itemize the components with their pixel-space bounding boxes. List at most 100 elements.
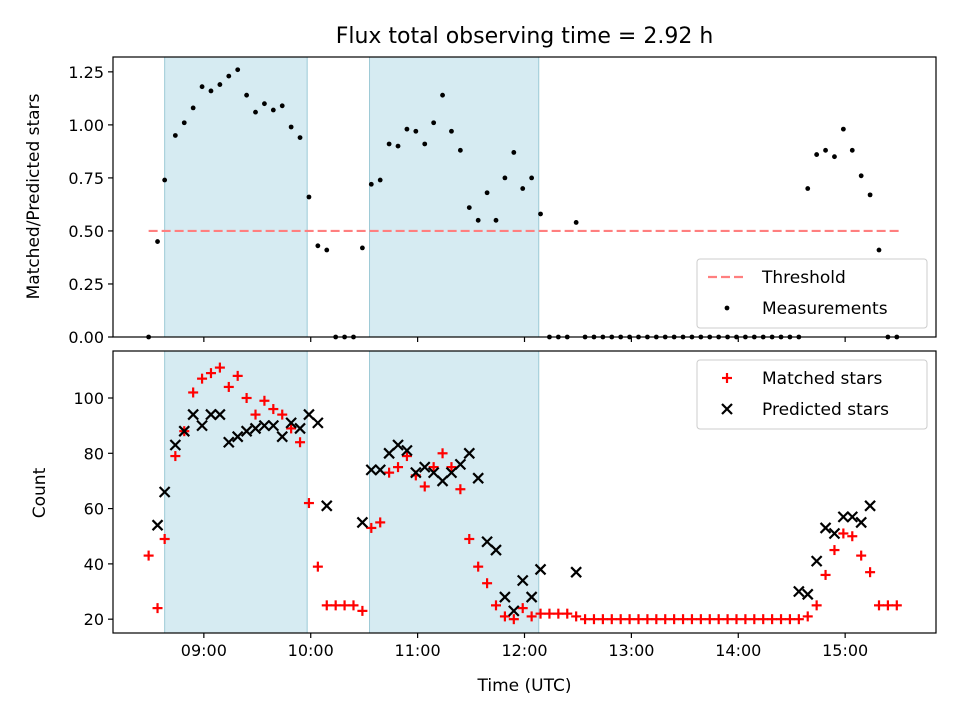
bottom-series-1-point-b: [365, 464, 378, 476]
bottom-series-0-point: [669, 614, 680, 625]
bottom-series-0-point: [829, 545, 840, 556]
bottom-series-0-point: [651, 614, 662, 625]
bottom-series-0-point: [891, 600, 902, 611]
x-tick-label: 11:00: [395, 641, 441, 660]
bottom-series-0-point: [847, 531, 858, 542]
bottom-series-0-point: [223, 381, 234, 392]
bottom-series-1-point-b: [231, 430, 244, 443]
bottom-series-1-point-b: [490, 544, 502, 556]
bottom-series-0-point: [838, 528, 849, 539]
top-series-0-point: [172, 133, 178, 138]
bottom-series-1-point-b: [249, 422, 262, 435]
bottom-series-1-point: [374, 464, 386, 476]
top-series-0-point: [814, 152, 820, 157]
bottom-series-1-point: [499, 591, 511, 603]
bottom-series-1-point-b: [846, 511, 859, 523]
bottom-series-0-point: [384, 467, 395, 478]
bottom-series-0-point: [393, 462, 404, 473]
top-y-tick-label: 0.75: [68, 169, 104, 188]
bottom-legend-label: Matched stars: [762, 369, 882, 389]
top-series-0-point: [270, 107, 276, 113]
bottom-series-0-point: [633, 614, 644, 625]
bottom-series-1-point-b: [196, 419, 208, 432]
bottom-series-0-point: [526, 611, 537, 622]
x-tick-label: 10:00: [288, 641, 334, 660]
bottom-y-tick-label: 100: [73, 389, 104, 408]
top-series-0-point: [449, 128, 454, 134]
top-chart-title: Flux total observing time = 2.92 h: [336, 24, 714, 49]
bottom-series-1-point-b: [855, 516, 867, 529]
bottom-series-1-point: [828, 527, 841, 540]
bottom-series-0-point: [197, 373, 208, 384]
bottom-series-0-point: [749, 614, 760, 625]
bottom-series-1-point: [534, 563, 547, 576]
top-series-0-point: [262, 101, 267, 107]
top-y-axis-label: Matched/Predicted stars: [24, 93, 44, 299]
bottom-series-0-point: [758, 614, 769, 625]
bottom-series-1-point-b: [418, 461, 431, 473]
bottom-series-0-point: [375, 517, 386, 528]
bottom-series-1-point-b: [481, 535, 493, 548]
top-series-0-point: [475, 217, 481, 223]
bottom-series-1-point-b: [383, 447, 395, 460]
top-series-0-point: [858, 173, 864, 179]
bottom-series-0-point: [321, 600, 332, 611]
bottom-series-1-point: [516, 574, 529, 587]
bottom-series-0-point: [678, 614, 689, 625]
top-series-0-point: [226, 73, 232, 79]
top-y-tick-label: 1.25: [68, 63, 104, 82]
top-series-0-point: [422, 141, 428, 147]
bottom-legend-box: [696, 359, 928, 430]
bottom-series-1-point-b: [258, 419, 271, 432]
top-series-0-point: [538, 211, 543, 217]
bottom-series-1-point-b: [525, 591, 538, 603]
bottom-series-1-point: [427, 466, 440, 479]
bottom-series-1-point-b: [158, 486, 171, 498]
bottom-series-1-point: [401, 444, 413, 457]
bottom-series-1-point: [240, 425, 253, 437]
bottom-series-1-point-b: [178, 425, 191, 437]
bottom-series-1-point: [365, 464, 378, 476]
bottom-series-0-point: [767, 614, 778, 625]
bottom-series-1-point-b: [267, 419, 280, 432]
top-legend-label: Measurements: [762, 299, 888, 319]
top-series-0-point: [181, 120, 187, 126]
bottom-series-1-point: [846, 511, 859, 523]
bottom-series-1-point-b: [463, 447, 476, 460]
bottom-series-0-point: [660, 614, 671, 625]
top-series-0-point: [849, 147, 855, 153]
top-panel: 0.00 0.25 0.50 0.75 1.00 1.25 Threshold Measure…: [68, 56, 937, 347]
top-series-0-point: [359, 245, 365, 251]
top-series-0-point: [404, 126, 410, 132]
bottom-series-0-point: [330, 600, 341, 611]
bottom-series-0-point: [811, 600, 822, 611]
bottom-series-0-point: [873, 600, 884, 611]
top-series-0-point: [805, 186, 811, 191]
top-series-0-point: [288, 124, 294, 130]
bottom-series-1-point-b: [294, 422, 306, 435]
bottom-series-1-point: [258, 419, 271, 432]
bottom-series-1-point-b: [187, 408, 199, 421]
bottom-series-1-point: [187, 408, 199, 421]
top-series-0-point: [431, 120, 437, 126]
bottom-y-axis-label: Count: [30, 467, 50, 518]
bottom-series-0-point: [499, 611, 510, 622]
top-series-0-point: [520, 186, 526, 191]
bottom-series-1-point: [178, 425, 191, 437]
bottom-series-1-point: [801, 588, 814, 601]
top-legend: Threshold Measurements: [696, 258, 928, 329]
bottom-series-0-point: [159, 534, 170, 544]
bottom-series-1-point-b: [392, 439, 404, 451]
bottom-series-1-point-b: [205, 408, 217, 421]
top-series-0-point: [386, 141, 392, 147]
bottom-series-0-point: [553, 608, 564, 619]
bottom-series-0-point: [571, 611, 582, 622]
bottom-series-0-point: [802, 611, 813, 622]
bottom-series-1-point-b: [223, 436, 235, 449]
bottom-series-1-point-b: [472, 472, 484, 484]
top-series-0-point: [208, 88, 214, 94]
bottom-series-1-point: [570, 566, 582, 578]
bottom-series-0-point: [339, 600, 350, 611]
bottom-series-0-point: [686, 614, 697, 625]
